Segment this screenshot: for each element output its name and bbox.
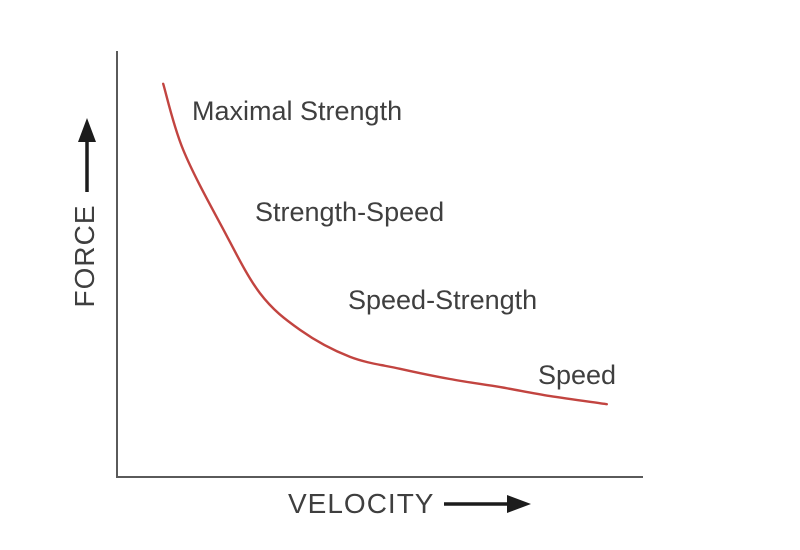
right-arrow-icon <box>444 495 531 513</box>
annotation-strength-speed: Strength-Speed <box>255 197 445 227</box>
up-arrow-head <box>78 118 96 142</box>
annotation-speed-strength: Speed-Strength <box>348 285 538 315</box>
annotation-speed: Speed <box>538 360 617 390</box>
right-arrow-head <box>507 495 531 513</box>
annotation-maximal-strength: Maximal Strength <box>192 96 403 126</box>
up-arrow-icon <box>78 118 96 192</box>
x-axis-label-velocity: VELOCITY <box>288 488 435 519</box>
force-velocity-curve-line <box>162 82 608 406</box>
y-axis-label-force: FORCE <box>69 204 100 308</box>
